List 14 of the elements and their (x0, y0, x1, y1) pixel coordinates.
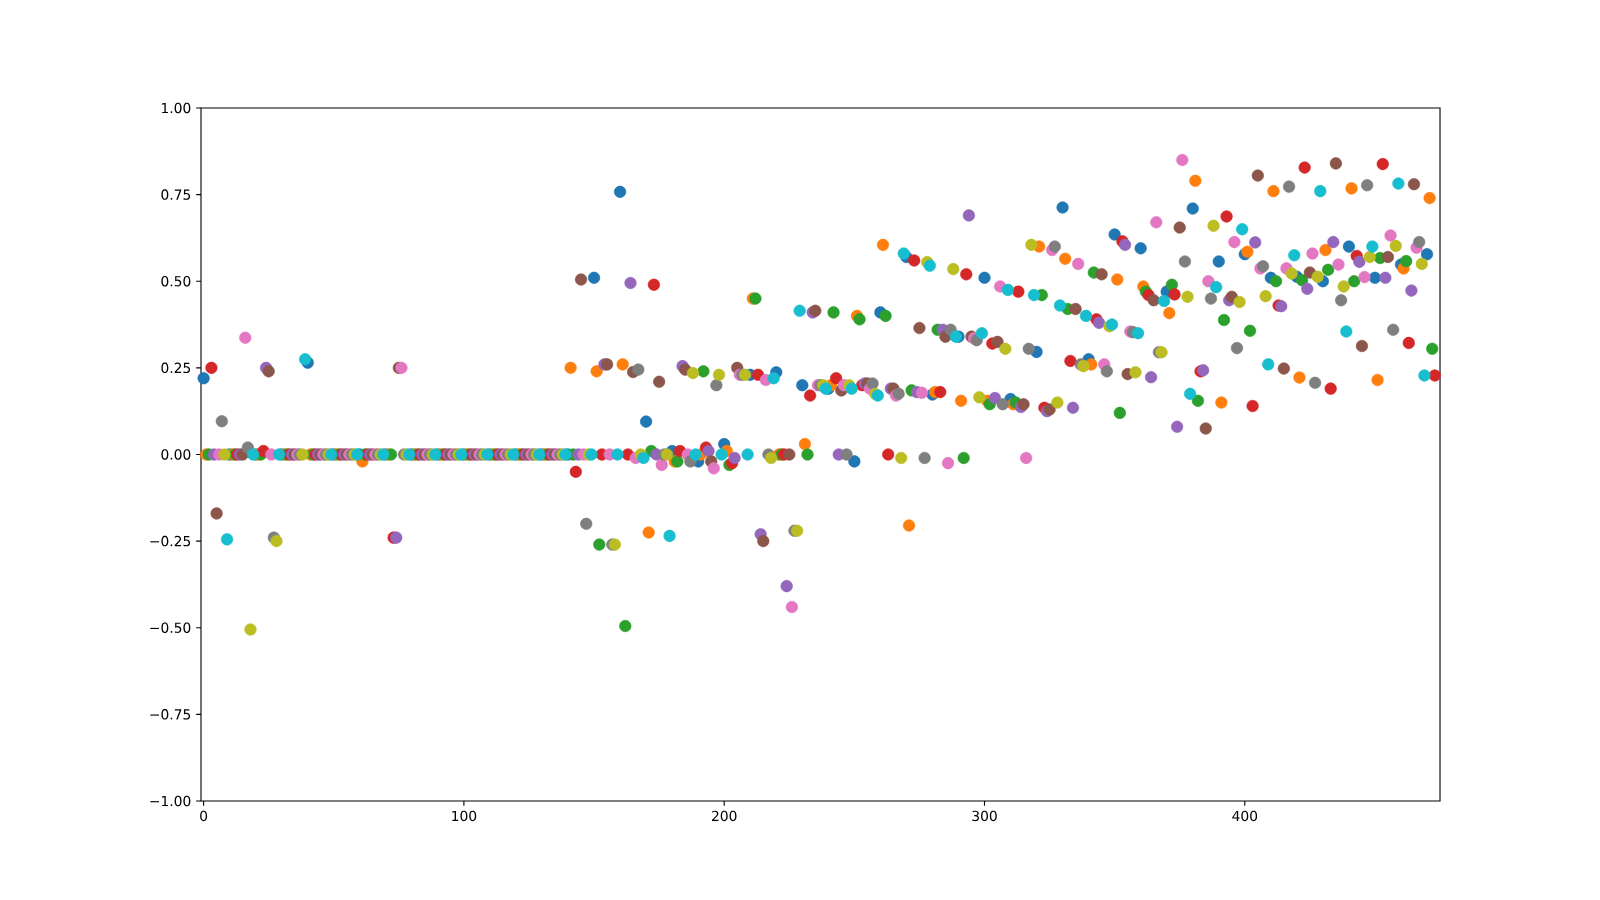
y-tick-label: −1.00 (150, 795, 191, 807)
y-tick-label: 0.25 (161, 362, 191, 374)
x-tick-label: 400 (1232, 810, 1258, 822)
y-tick-label: −0.25 (150, 535, 191, 547)
y-tick-label: −0.50 (150, 622, 191, 633)
x-tick-label: 0 (200, 810, 208, 822)
x-tick-label: 100 (452, 810, 477, 822)
y-tick-label: 0.50 (161, 275, 191, 287)
y-tick-label: 0.00 (161, 449, 191, 460)
y-tick-label: 0.75 (161, 189, 191, 200)
y-tick-label: 1.00 (161, 102, 191, 114)
x-tick-label: 300 (972, 810, 997, 822)
y-tick-label: −0.75 (150, 709, 191, 720)
x-tick-label: 200 (712, 810, 737, 822)
